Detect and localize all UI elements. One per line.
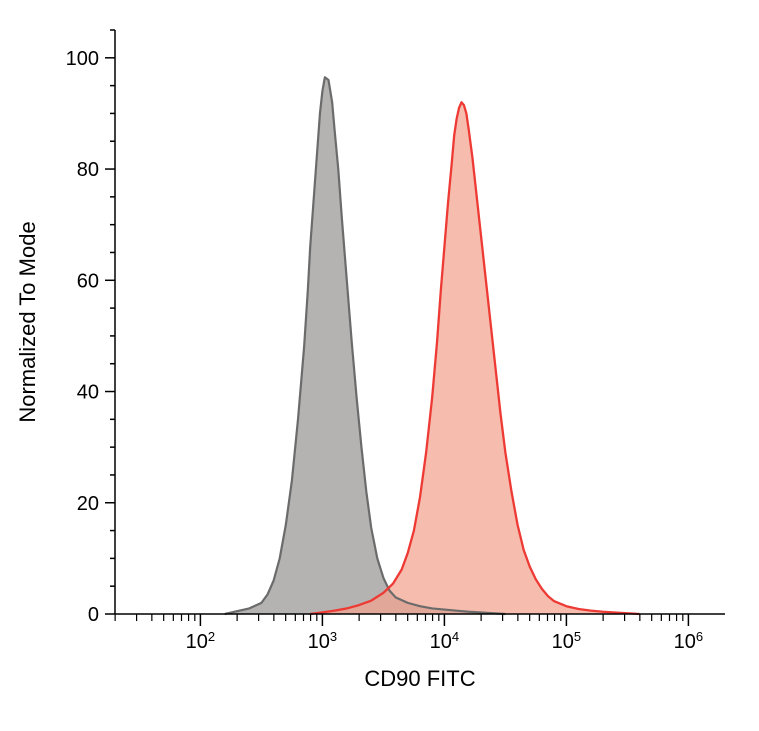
y-axis-label: Normalized To Mode — [15, 221, 40, 422]
y-tick-label: 0 — [88, 604, 99, 626]
y-tick-label: 80 — [77, 159, 99, 181]
y-tick-label: 100 — [66, 48, 99, 70]
y-tick-label: 60 — [77, 270, 99, 292]
x-tick-label: 104 — [430, 629, 459, 654]
x-tick-label: 103 — [308, 629, 337, 654]
flow-histogram-svg: 0 20 40 60 80 100 Normalized To Mode 102 103 104 1… — [0, 0, 759, 731]
chart-container: 0 20 40 60 80 100 Normalized To Mode 102 103 104 1… — [0, 0, 759, 731]
x-tick-label: 102 — [186, 629, 215, 654]
x-axis-label: CD90 FITC — [364, 666, 475, 691]
y-tick-label: 20 — [77, 493, 99, 515]
y-tick-label: 40 — [77, 382, 99, 404]
x-tick-label: 106 — [674, 629, 703, 654]
x-tick-label: 105 — [552, 629, 581, 654]
